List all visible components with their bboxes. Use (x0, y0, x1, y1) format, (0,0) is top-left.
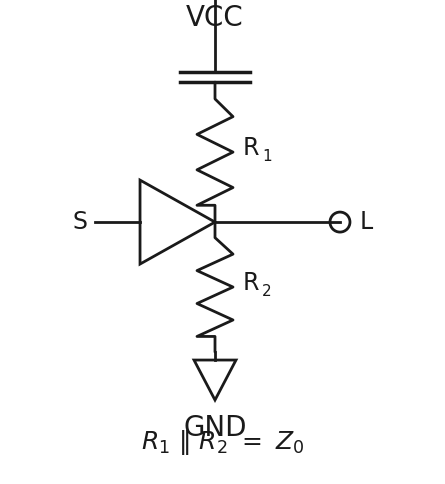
Text: 1: 1 (262, 149, 271, 164)
Text: $R_1\ \|\ R_2\ =\ Z_0$: $R_1\ \|\ R_2\ =\ Z_0$ (141, 427, 304, 456)
Text: VCC: VCC (186, 4, 244, 32)
Text: 2: 2 (262, 284, 271, 299)
Text: L: L (360, 210, 373, 234)
Text: GND: GND (183, 414, 247, 442)
Text: R: R (243, 136, 259, 160)
Text: S: S (72, 210, 87, 234)
Text: R: R (243, 271, 259, 295)
